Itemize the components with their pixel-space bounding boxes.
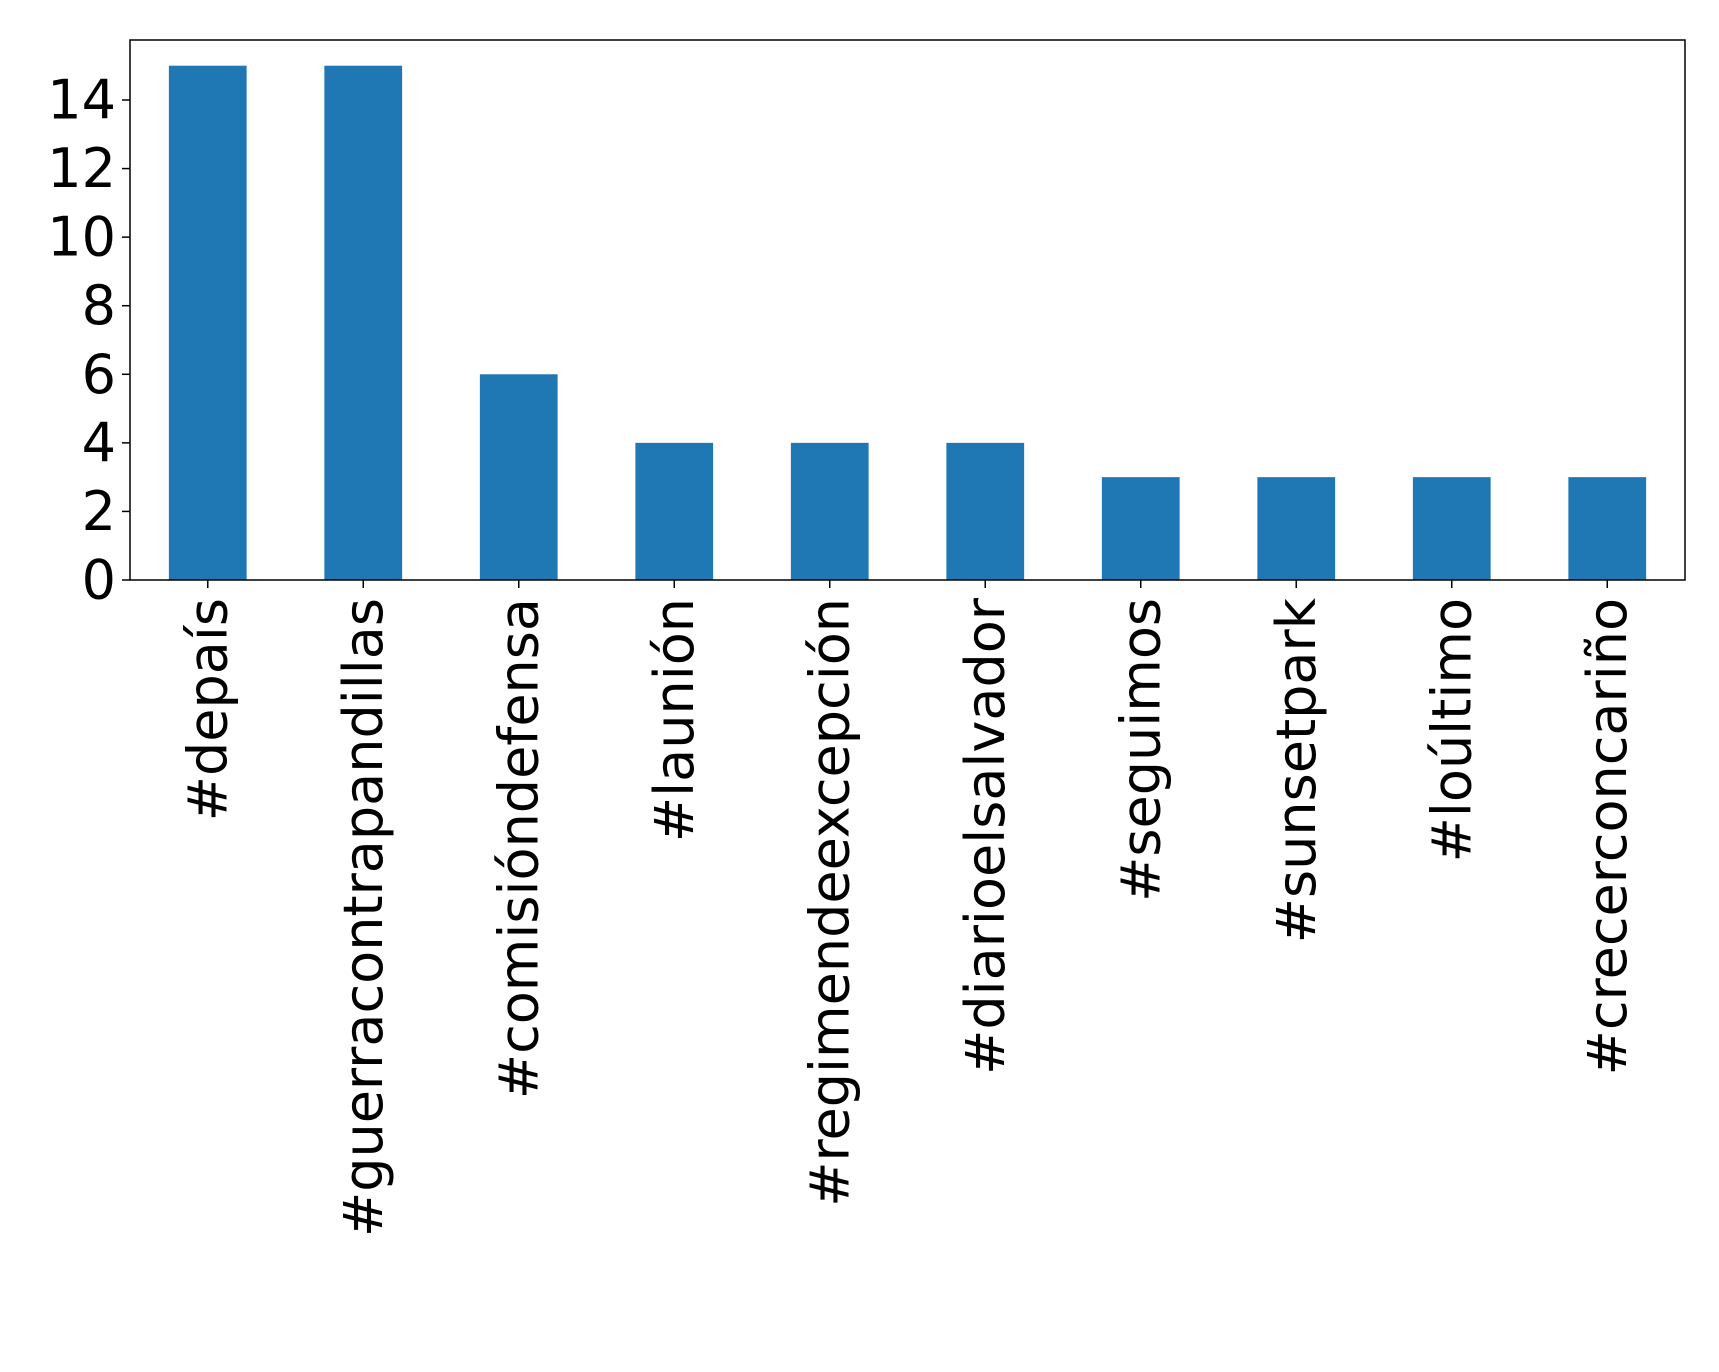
x-tick-label: #sunsetpark — [1265, 597, 1328, 943]
bar — [168, 65, 247, 580]
y-tick-label: 8 — [82, 274, 116, 337]
bar — [790, 442, 869, 580]
bar — [1101, 477, 1180, 580]
bar — [1568, 477, 1647, 580]
x-tick-label: #crecerconcariño — [1576, 598, 1639, 1075]
x-tick-label: #regimendeexcepción — [798, 598, 861, 1207]
y-tick-label: 2 — [82, 480, 116, 543]
y-tick-label: 10 — [47, 206, 116, 269]
x-tick-label: #loúltimo — [1420, 598, 1483, 862]
x-tick-label: #diarioelsalvador — [954, 597, 1017, 1075]
y-tick-label: 12 — [47, 137, 116, 200]
bar — [1412, 477, 1491, 580]
x-tick-label: #seguimos — [1109, 598, 1172, 902]
plot-frame — [129, 39, 1686, 581]
bar — [946, 442, 1025, 580]
bar — [479, 374, 558, 580]
x-axis: #depaís #guerracontrapandillas #comisiónde… — [176, 580, 1639, 1237]
y-tick-label: 4 — [82, 411, 116, 474]
x-tick-label: #guerracontrapandillas — [332, 598, 395, 1237]
bar — [1257, 477, 1336, 580]
bar — [324, 65, 403, 580]
bars-layer — [168, 65, 1647, 580]
y-tick-label: 6 — [82, 343, 116, 406]
x-tick-label: #depaís — [176, 598, 239, 821]
y-tick-label: 14 — [47, 69, 116, 132]
x-tick-label: #launión — [643, 598, 706, 842]
y-tick-label: 0 — [82, 549, 116, 612]
bar — [635, 442, 714, 580]
x-tick-label: #comisióndefensa — [487, 598, 550, 1099]
